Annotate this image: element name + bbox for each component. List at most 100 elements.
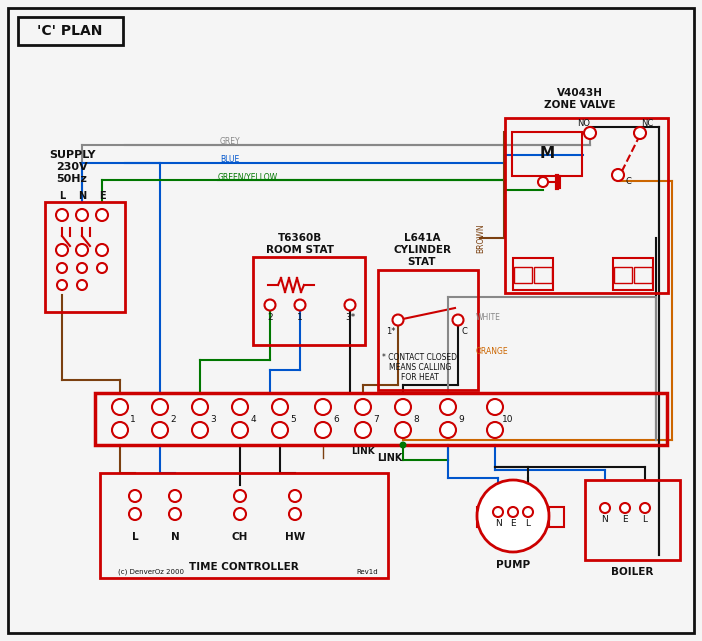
Text: 3: 3 [210,415,216,424]
Text: NC: NC [641,119,653,128]
Circle shape [295,299,305,310]
Circle shape [395,422,411,438]
Text: (c) DenverOz 2000: (c) DenverOz 2000 [118,569,184,575]
Circle shape [232,399,248,415]
Text: BROWN: BROWN [476,223,485,253]
Text: L: L [526,519,531,528]
Text: N: N [78,191,86,201]
Text: 3*: 3* [345,313,355,322]
Bar [100,473,388,578]
Circle shape [56,244,68,256]
Circle shape [440,399,456,415]
Text: 10: 10 [502,415,514,424]
Text: E: E [510,519,516,528]
Circle shape [634,127,646,139]
Text: T6360B: T6360B [278,233,322,243]
Bar [512,132,582,176]
Text: 2: 2 [170,415,176,424]
Circle shape [487,399,503,415]
Text: N: N [602,515,609,524]
Text: GREY: GREY [220,138,241,147]
Circle shape [169,490,181,502]
Text: N: N [495,519,501,528]
Text: 230V: 230V [56,162,88,172]
Text: 4: 4 [250,415,256,424]
Bar [534,267,552,283]
Circle shape [508,507,518,517]
Text: ROOM STAT: ROOM STAT [266,245,334,255]
Text: PUMP: PUMP [496,560,530,570]
Circle shape [57,280,67,290]
Text: 1: 1 [297,313,303,322]
Circle shape [289,508,301,520]
Circle shape [584,127,596,139]
Circle shape [57,263,67,273]
Circle shape [265,299,275,310]
Circle shape [392,315,404,326]
Circle shape [272,399,288,415]
Circle shape [640,503,650,513]
Text: 5: 5 [290,415,296,424]
Bar [45,202,125,312]
Circle shape [395,399,411,415]
Text: 9: 9 [458,415,464,424]
Text: MEANS CALLING: MEANS CALLING [389,363,451,372]
Circle shape [192,399,208,415]
Text: ORANGE: ORANGE [476,347,509,356]
Circle shape [477,480,549,552]
Circle shape [315,422,331,438]
Text: 1: 1 [130,415,136,424]
Bar [513,258,553,290]
Circle shape [76,209,88,221]
Bar [505,118,668,293]
Circle shape [112,399,128,415]
Text: ZONE VALVE: ZONE VALVE [544,100,616,110]
Text: BOILER: BOILER [611,567,653,577]
Circle shape [272,422,288,438]
Text: CYLINDER: CYLINDER [393,245,451,255]
Text: V4043H: V4043H [557,88,603,98]
Text: M: M [539,147,555,162]
Circle shape [600,503,610,513]
Circle shape [77,263,87,273]
Circle shape [97,263,107,273]
Text: 2: 2 [267,313,273,322]
Circle shape [234,508,246,520]
Circle shape [129,508,141,520]
Circle shape [96,209,108,221]
Circle shape [112,422,128,438]
Text: CH: CH [232,532,249,542]
Text: BLUE: BLUE [220,156,239,165]
Bar [514,267,532,283]
Text: C: C [625,178,631,187]
Text: N: N [171,532,180,542]
Circle shape [523,507,533,517]
Text: 6: 6 [333,415,339,424]
Bar [477,507,492,527]
Circle shape [129,490,141,502]
Text: 7: 7 [373,415,379,424]
Text: GREEN/YELLOW: GREEN/YELLOW [218,172,278,181]
Circle shape [232,422,248,438]
Circle shape [192,422,208,438]
Text: L: L [642,515,647,524]
Text: L: L [59,191,65,201]
Bar [614,267,632,283]
Bar [378,270,478,390]
Text: C: C [461,328,467,337]
Bar [18,17,123,45]
Text: L641A: L641A [404,233,440,243]
Circle shape [355,422,371,438]
Circle shape [152,422,168,438]
Bar [634,267,652,283]
Text: 50Hz: 50Hz [57,174,88,184]
Circle shape [612,169,624,181]
Bar [585,480,680,560]
Text: SUPPLY: SUPPLY [48,150,95,160]
Circle shape [169,508,181,520]
Bar [549,507,564,527]
Circle shape [96,244,108,256]
Text: HW: HW [285,532,305,542]
Bar [613,258,653,290]
Circle shape [487,422,503,438]
